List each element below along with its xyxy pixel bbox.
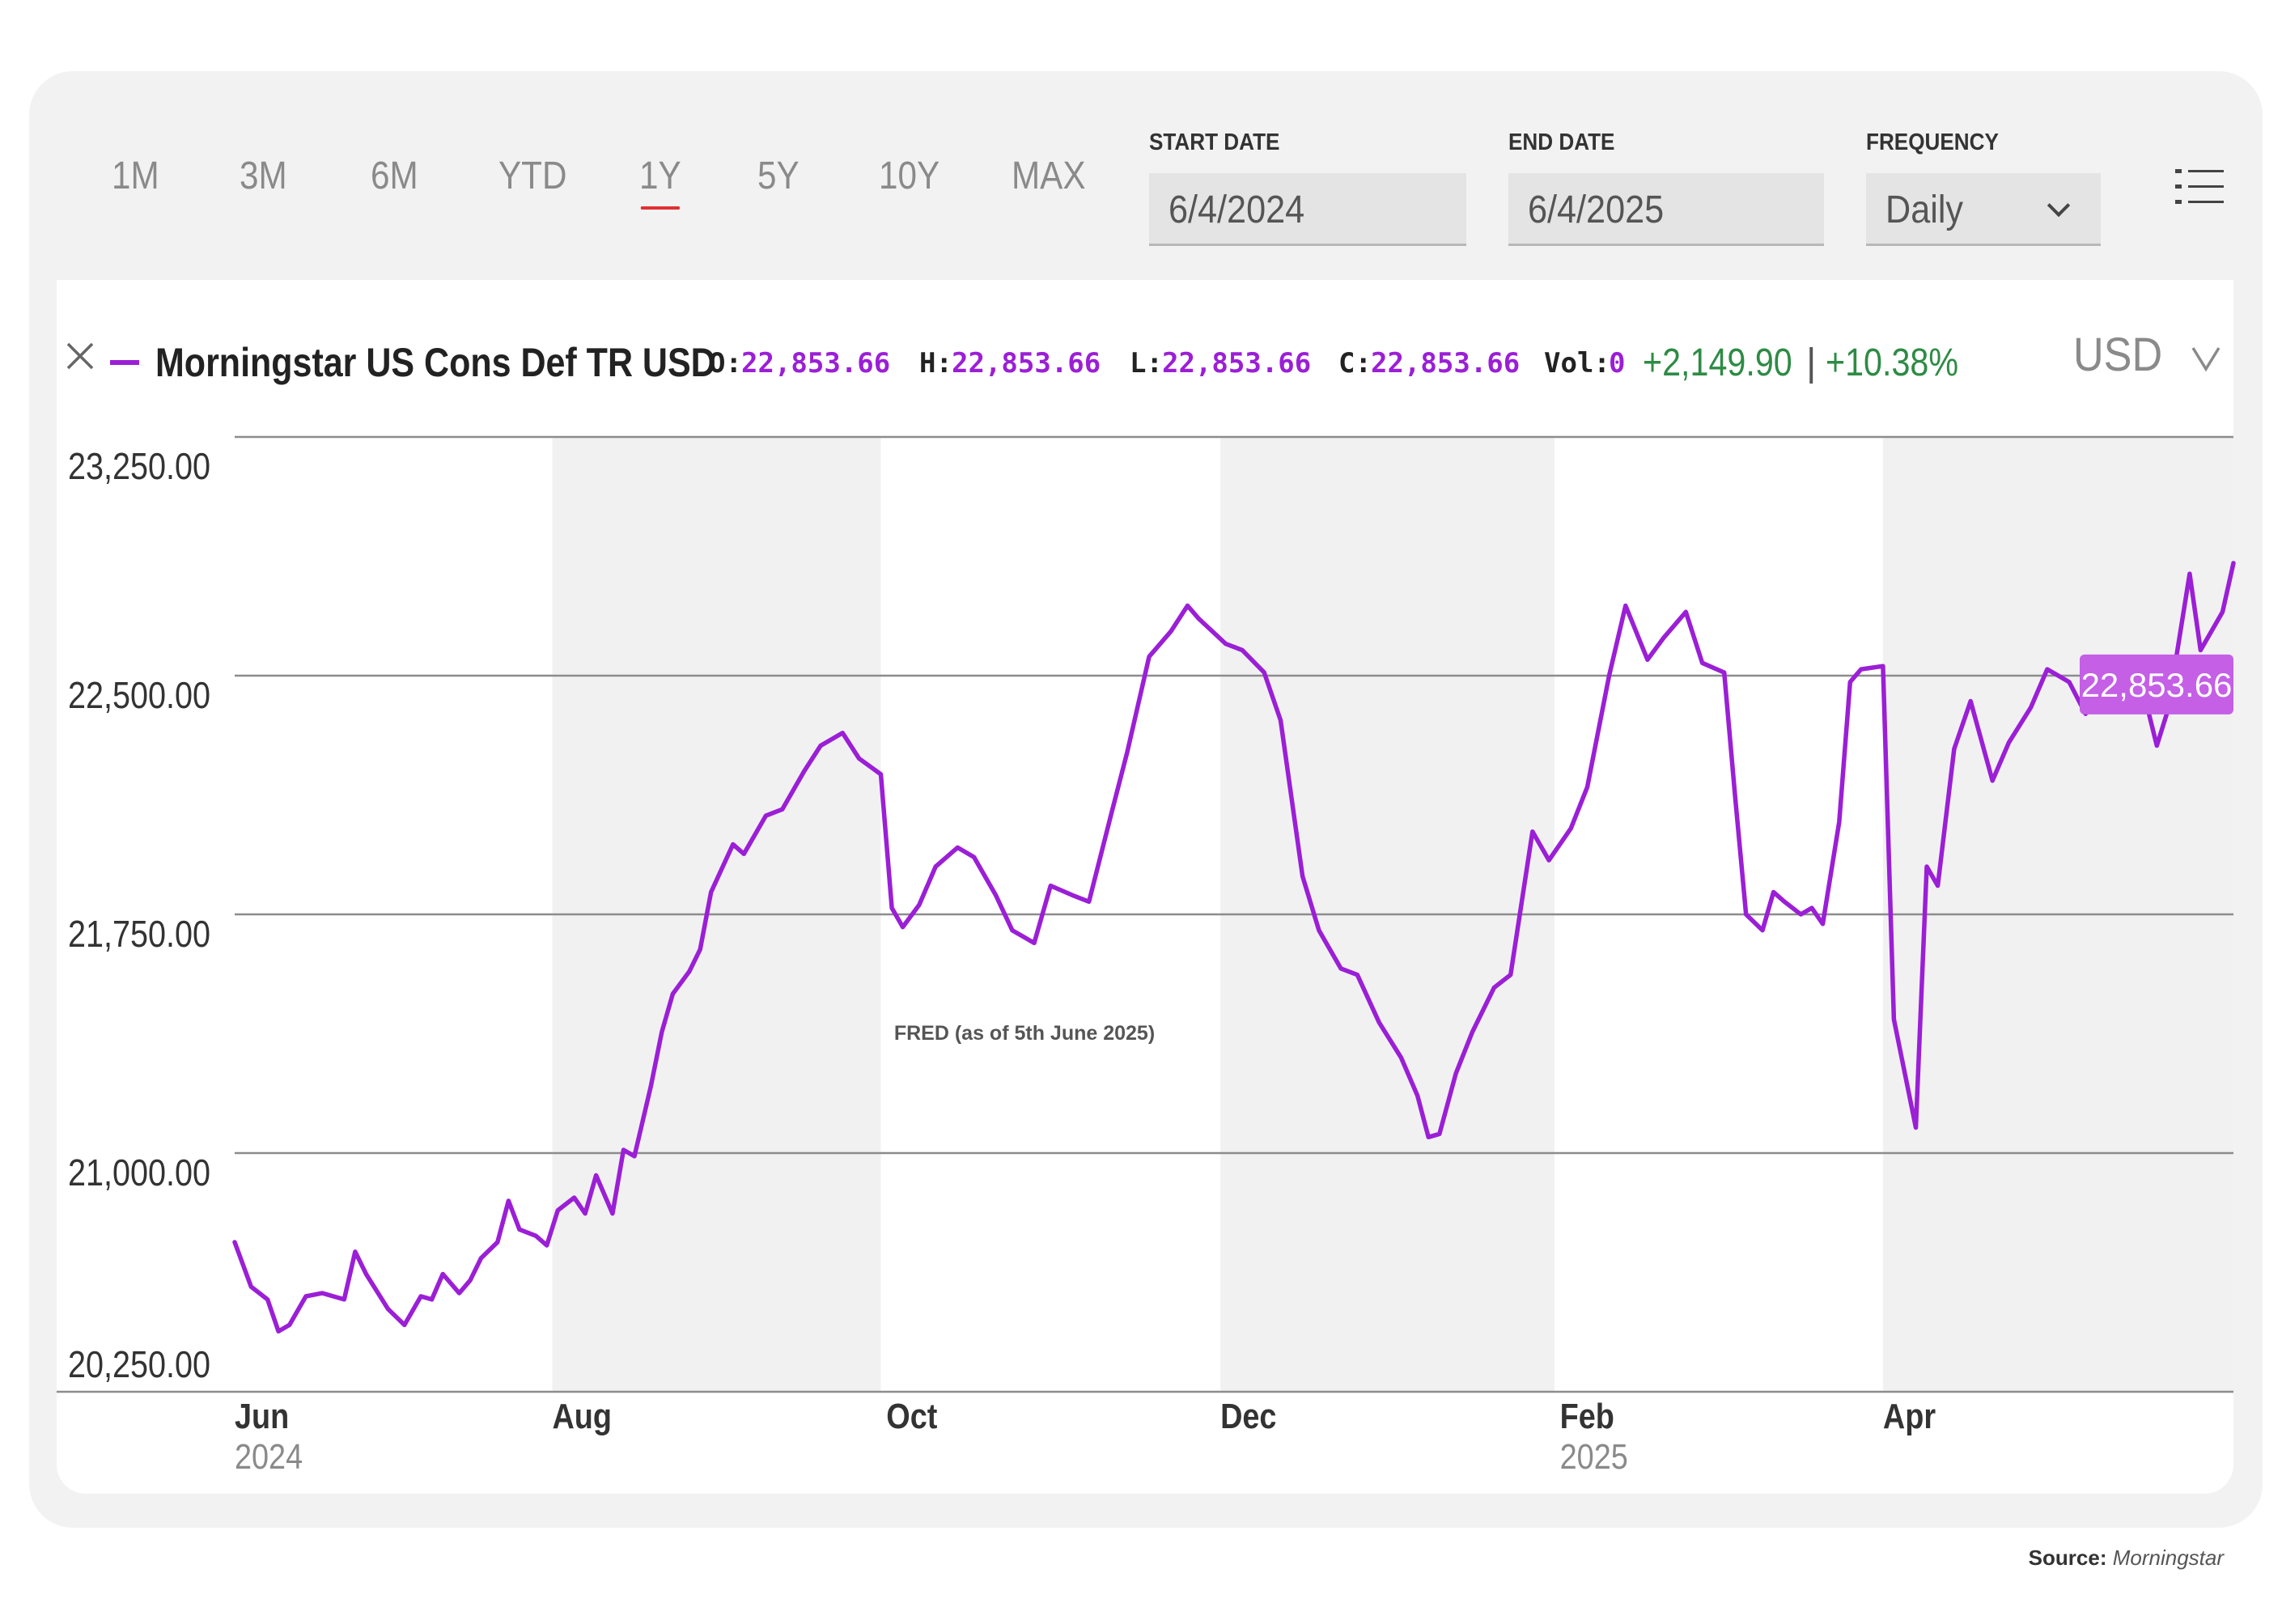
last-value-label: 22,853.66: [2081, 666, 2233, 704]
period-5y[interactable]: 5Y: [757, 155, 800, 197]
x-tick-label: Oct: [886, 1396, 937, 1435]
end-date-value: 6/4/2025: [1528, 189, 1665, 231]
x-tick-year: 2024: [235, 1436, 303, 1476]
open-label: O:: [709, 347, 742, 379]
volume-value: 0: [1609, 347, 1625, 379]
source-label: Source:: [2028, 1546, 2107, 1570]
currency-select[interactable]: USD: [2073, 328, 2162, 380]
start-date-value: 6/4/2024: [1169, 189, 1305, 231]
y-tick-label: 23,250.00: [68, 446, 210, 487]
x-tick-label: Aug: [552, 1396, 612, 1435]
series-name: Morningstar US Cons Def TR USD: [155, 340, 716, 385]
series-swatch: [110, 360, 139, 365]
source-value: Morningstar: [2112, 1546, 2224, 1570]
end-date-field[interactable]: 6/4/2025: [1508, 173, 1824, 246]
change-value: +2,149.90: [1643, 341, 1792, 384]
open-value: 22,853.66: [741, 347, 890, 379]
chart-annotation: FRED (as of 5th June 2025): [894, 1022, 1155, 1045]
x-tick-label: Jun: [235, 1396, 289, 1435]
period-3m[interactable]: 3M: [240, 155, 287, 197]
x-tick-label: Feb: [1560, 1396, 1614, 1435]
frequency-value: Daily: [1885, 189, 1964, 231]
period-10y[interactable]: 10Y: [879, 155, 940, 197]
change-percent: +10.38%: [1826, 341, 1958, 384]
period-1y[interactable]: 1Y: [639, 155, 681, 210]
frequency-select[interactable]: Daily: [1866, 173, 2101, 246]
y-tick-label: 22,500.00: [68, 675, 210, 716]
last-value-badge-bg: [2080, 654, 2233, 714]
chart-legend: Morningstar US Cons Def TR USD O: 22,853…: [66, 328, 2220, 385]
high-value: 22,853.66: [952, 347, 1101, 379]
volume-label: Vol:: [1544, 347, 1610, 379]
plot-area: [57, 280, 2233, 1494]
source-note: Source: Morningstar: [2029, 1546, 2224, 1571]
period-ytd[interactable]: YTD: [498, 155, 567, 197]
period-6m[interactable]: 6M: [371, 155, 418, 197]
y-tick-label: 21,750.00: [68, 914, 210, 955]
x-tick-year: 2025: [1560, 1436, 1628, 1476]
end-date-label: END DATE: [1508, 129, 1615, 155]
series-line: [232, 561, 2236, 1334]
x-tick-label: Dec: [1220, 1396, 1276, 1435]
period-1m[interactable]: 1M: [112, 155, 159, 197]
y-tick-label: 21,000.00: [68, 1152, 210, 1194]
low-label: L:: [1130, 347, 1163, 379]
close-label: C:: [1338, 347, 1372, 379]
high-label: H:: [919, 347, 952, 379]
x-tick-label: Apr: [1883, 1396, 1936, 1435]
close-icon[interactable]: [66, 342, 94, 370]
y-tick-label: 20,250.00: [68, 1344, 210, 1385]
period-max[interactable]: MAX: [1012, 155, 1086, 197]
low-value: 22,853.66: [1162, 347, 1311, 379]
list-menu-icon[interactable]: [2175, 166, 2224, 208]
start-date-label: START DATE: [1149, 129, 1280, 155]
close-value: 22,853.66: [1371, 347, 1520, 379]
frequency-label: FREQUENCY: [1866, 129, 1999, 155]
last-value-badge: 22,853.66: [2080, 654, 2233, 714]
change-separator: |: [1806, 341, 1816, 384]
start-date-field[interactable]: 6/4/2024: [1149, 173, 1466, 246]
chevron-down-icon[interactable]: [2191, 347, 2220, 372]
